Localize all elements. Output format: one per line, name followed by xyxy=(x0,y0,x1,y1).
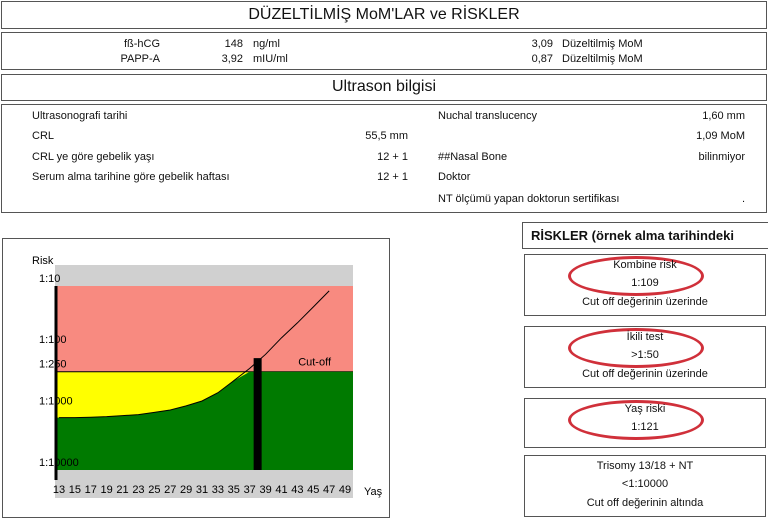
us-label: Doktor xyxy=(438,171,471,183)
x-tick-label: 47 xyxy=(323,484,335,496)
x-tick-label: 49 xyxy=(339,484,351,496)
us-title: Ultrason bilgisi xyxy=(331,78,437,95)
risk-name: Trisomy 13/18 + NT xyxy=(596,460,694,472)
highlight xyxy=(568,256,704,296)
analyte-unit: ng/ml xyxy=(253,38,280,50)
x-tick-label: 41 xyxy=(275,484,287,496)
us-label: Serum alma tarihine göre gebelik haftası xyxy=(32,171,230,183)
analyte-unit: mIU/ml xyxy=(253,53,288,65)
y-tick-label: 1:1000 xyxy=(39,396,73,408)
risk-name: Kombine risk xyxy=(613,259,677,271)
risks-title: RİSKLER (örnek alma tarihindeki xyxy=(531,228,734,243)
mom-label: Düzeltilmiş MoM xyxy=(562,38,643,50)
us-value: 1,60 mm xyxy=(702,110,745,122)
x-tick-label: 25 xyxy=(148,484,160,496)
y-axis-label: Risk xyxy=(32,255,54,267)
x-tick-label: 21 xyxy=(116,484,128,496)
risk-note: Cut off değerinin üzerinde xyxy=(582,368,708,380)
y-tick-label: 1:250 xyxy=(39,359,67,371)
cutoff-label: Cut-off xyxy=(298,357,332,369)
x-axis-label: Yaş xyxy=(364,486,383,498)
x-tick-label: 39 xyxy=(259,484,271,496)
risk-curve xyxy=(58,290,330,419)
y-tick-label: 1:100 xyxy=(39,334,67,346)
mom-label: Düzeltilmiş MoM xyxy=(562,53,643,65)
us-value: bilinmiyor xyxy=(698,151,745,163)
x-tick-label: 17 xyxy=(85,484,97,496)
risk-box xyxy=(524,326,766,388)
chart: 1:10 1:100 1:250 1:1000 1:10000 13 15 17 19 21 23 2… xyxy=(2,238,390,518)
x-tick-label: 15 xyxy=(69,484,81,496)
x-tick-label: 31 xyxy=(196,484,208,496)
us-label: CRL ye göre gebelik yaşı xyxy=(32,151,155,163)
y-tick-label: 1:10000 xyxy=(39,457,79,469)
risk-value: <1:10000 xyxy=(621,478,669,490)
risk-value: 1:121 xyxy=(631,421,659,433)
us-value: 1,09 MoM xyxy=(696,130,745,142)
header-box xyxy=(1,1,767,29)
x-tick-label: 27 xyxy=(164,484,176,496)
moms-box xyxy=(1,32,767,70)
x-tick-label: 45 xyxy=(307,484,319,496)
analyte: PAPP-A xyxy=(120,53,160,65)
x-tick-label: 43 xyxy=(291,484,303,496)
x-tick-label: 35 xyxy=(228,484,240,496)
x-tick-label: 19 xyxy=(101,484,113,496)
risk-note: Cut off değerinin altında xyxy=(586,497,704,509)
highlight xyxy=(568,400,704,440)
analyte: fß-hCG xyxy=(123,38,160,50)
us-label: CRL xyxy=(32,130,55,142)
us-label: NT ölçümü yapan doktorun sertifikası xyxy=(438,193,620,205)
us-value: . xyxy=(741,193,745,205)
x-tick-label: 13 xyxy=(53,484,65,496)
high-risk-zone xyxy=(55,286,353,372)
x-tick-label: 33 xyxy=(212,484,224,496)
us-value: 12 + 1 xyxy=(377,151,408,163)
chart-frame xyxy=(2,238,390,518)
highlight xyxy=(568,328,704,368)
us-box xyxy=(1,104,767,213)
risk-name: İkili test xyxy=(626,331,664,343)
risk-box xyxy=(524,254,766,316)
x-tick-label: 29 xyxy=(180,484,192,496)
us-title-box xyxy=(1,74,767,101)
us-value: 12 + 1 xyxy=(377,171,408,183)
risk-value: >1:50 xyxy=(631,349,659,361)
mom-value: 3,09 xyxy=(531,38,553,50)
us-label: Nuchal translucency xyxy=(438,110,538,122)
x-tick-label: 23 xyxy=(132,484,144,496)
risks-title-box xyxy=(522,222,768,249)
us-label: ##Nasal Bone xyxy=(438,151,508,163)
risk-box xyxy=(524,455,766,517)
risk-name: Yaş riski xyxy=(624,403,666,415)
analyte-value: 148 xyxy=(224,38,243,50)
analyte-value: 3,92 xyxy=(221,53,243,65)
y-tick-label: 1:10 xyxy=(39,273,60,285)
patient-marker xyxy=(253,358,262,470)
us-label: Ultrasonografi tarihi xyxy=(32,110,128,122)
risk-box xyxy=(524,398,766,448)
low-risk-zone xyxy=(55,371,353,470)
risk-note: Cut off değerinin üzerinde xyxy=(582,296,708,308)
us-value: 55,5 mm xyxy=(365,130,408,142)
risk-value: 1:109 xyxy=(631,277,659,289)
title: DÜZELTİLMİŞ MoM'LAR ve RİSKLER xyxy=(248,6,520,23)
x-tick-label: 37 xyxy=(244,484,256,496)
mom-value: 0,87 xyxy=(531,53,553,65)
